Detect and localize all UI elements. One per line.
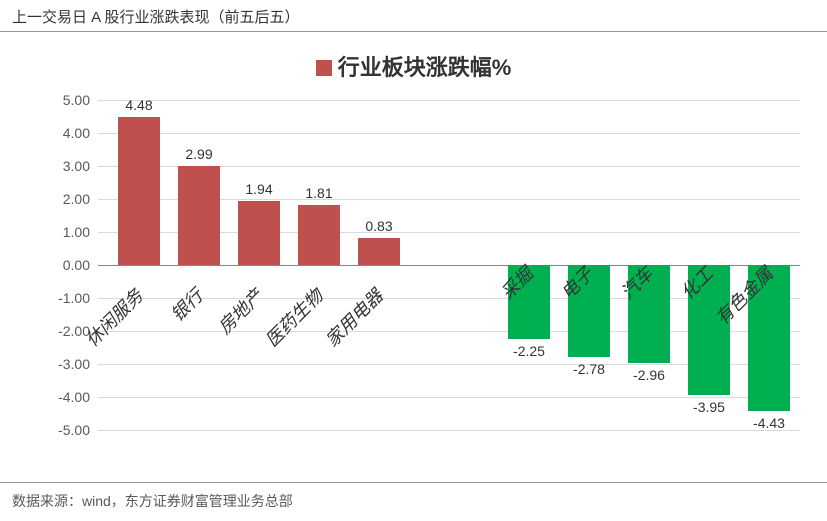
gridline bbox=[98, 133, 800, 134]
gridline bbox=[98, 397, 800, 398]
value-label: -3.95 bbox=[693, 399, 725, 415]
y-axis-label: 5.00 bbox=[40, 92, 90, 108]
legend-swatch bbox=[316, 60, 332, 76]
value-label: -2.78 bbox=[573, 361, 605, 377]
category-label: 银行 bbox=[164, 283, 208, 327]
page-title: 上一交易日 A 股行业涨跌表现（前五后五） bbox=[0, 0, 827, 32]
y-axis-label: 4.00 bbox=[40, 125, 90, 141]
y-axis-label: -4.00 bbox=[40, 389, 90, 405]
gridline bbox=[98, 430, 800, 431]
bar-chart: -5.00-4.00-3.00-2.00-1.000.001.002.003.0… bbox=[40, 100, 800, 460]
value-label: 1.81 bbox=[305, 185, 332, 201]
bar bbox=[298, 205, 340, 265]
category-label: 医药生物 bbox=[259, 283, 328, 352]
value-label: -2.25 bbox=[513, 343, 545, 359]
legend-label: 行业板块涨跌幅% bbox=[338, 55, 512, 80]
footer-source: 数据来源：wind，东方证券财富管理业务总部 bbox=[0, 482, 827, 521]
y-axis-label: 0.00 bbox=[40, 257, 90, 273]
y-axis-label: 2.00 bbox=[40, 191, 90, 207]
value-label: -4.43 bbox=[753, 415, 785, 431]
y-axis-label: -3.00 bbox=[40, 356, 90, 372]
gridline bbox=[98, 100, 800, 101]
category-label: 家用电器 bbox=[319, 283, 388, 352]
bar bbox=[118, 117, 160, 265]
value-label: 4.48 bbox=[125, 97, 152, 113]
bar bbox=[178, 166, 220, 265]
bar bbox=[238, 201, 280, 265]
value-label: 0.83 bbox=[365, 218, 392, 234]
bar bbox=[358, 238, 400, 265]
value-label: 1.94 bbox=[245, 181, 272, 197]
legend: 行业板块涨跌幅% bbox=[0, 50, 827, 82]
value-label: 2.99 bbox=[185, 146, 212, 162]
y-axis-label: -5.00 bbox=[40, 422, 90, 438]
y-axis-label: 1.00 bbox=[40, 224, 90, 240]
y-axis-label: -1.00 bbox=[40, 290, 90, 306]
value-label: -2.96 bbox=[633, 367, 665, 383]
y-axis-label: 3.00 bbox=[40, 158, 90, 174]
